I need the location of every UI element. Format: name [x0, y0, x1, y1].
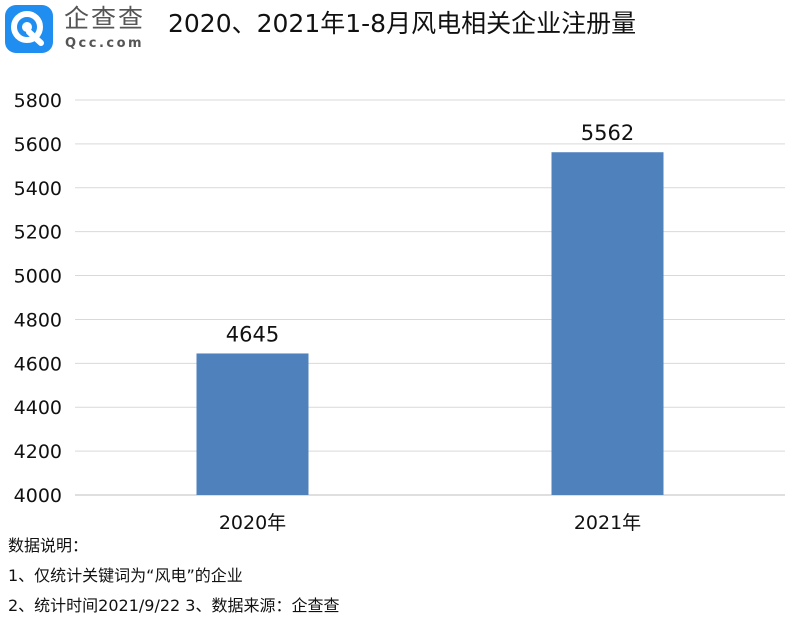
y-tick-label: 4000 [14, 485, 62, 507]
data-label: 4645 [226, 322, 279, 346]
y-tick-label: 4200 [14, 441, 62, 463]
bar-chart: 4000 4200 4400 4600 4800 5000 5200 5400 5600 5800… [14, 90, 785, 532]
header: 企查查 Qcc.com 2020、2021年1-8月风电相关企业注册量 [0, 0, 800, 62]
x-tick-label: 2021年 [574, 512, 641, 532]
y-tick-label: 4600 [14, 353, 62, 375]
qcc-logo-icon [5, 5, 53, 53]
grid-lines [75, 99, 785, 496]
data-notes: 数据说明： 1、仅统计关键词为“风电”的企业 2、统计时间2021/9/22 3… [8, 536, 340, 626]
y-tick-label: 5800 [14, 90, 62, 112]
notes-line-1: 1、仅统计关键词为“风电”的企业 [8, 566, 243, 585]
x-tick-label: 2020年 [219, 512, 286, 532]
data-label: 5562 [581, 121, 634, 145]
bars [196, 152, 664, 495]
y-tick-label: 4400 [14, 397, 62, 419]
y-tick-label: 5200 [14, 222, 62, 244]
chart-title: 2020、2021年1-8月风电相关企业注册量 [168, 9, 637, 38]
y-tick-label: 5600 [14, 134, 62, 156]
y-axis-ticks: 4000 4200 4400 4600 4800 5000 5200 5400 5600 5800 [14, 90, 62, 507]
y-tick-label: 4800 [14, 309, 62, 331]
data-labels: 4645 5562 [226, 121, 634, 346]
x-axis-ticks: 2020年 2021年 [219, 512, 641, 532]
notes-line-2: 2、统计时间2021/9/22 3、数据来源：企查查 [8, 596, 340, 615]
bar [196, 353, 309, 495]
y-tick-label: 5400 [14, 178, 62, 200]
y-tick-label: 5000 [14, 266, 62, 288]
bar [551, 152, 664, 495]
logo-text: 企查查 [64, 4, 146, 33]
notes-heading: 数据说明： [8, 536, 89, 555]
logo-domain: Qcc.com [65, 36, 145, 51]
